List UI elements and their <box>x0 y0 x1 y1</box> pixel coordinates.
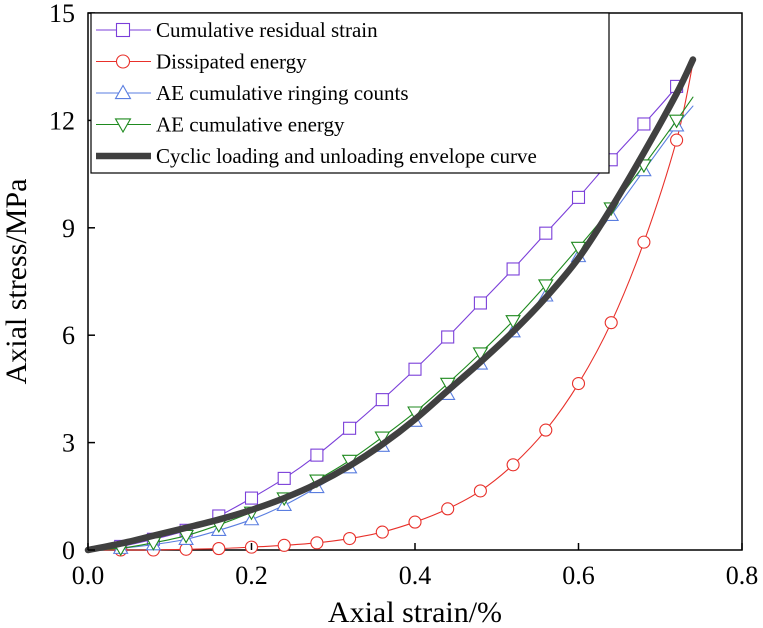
square-marker <box>277 471 291 485</box>
square-marker <box>310 448 324 462</box>
circle-marker <box>212 542 226 556</box>
square-marker <box>473 296 487 310</box>
y-tick-label: 9 <box>62 214 75 243</box>
circle-marker <box>441 502 455 516</box>
legend-label: AE cumulative energy <box>156 113 345 137</box>
triangle-down-marker <box>668 114 685 129</box>
legend-item: AE cumulative energy <box>96 113 345 137</box>
square-marker <box>375 393 389 407</box>
circle-marker <box>506 458 520 472</box>
x-tick-label: 0.4 <box>399 561 432 590</box>
circle-marker <box>670 133 684 147</box>
y-axis-title: Axial stress/MPa <box>0 179 33 385</box>
x-tick-label: 0.8 <box>726 561 759 590</box>
series-layer <box>84 56 697 557</box>
circle-marker <box>539 423 553 437</box>
square-marker <box>571 190 586 204</box>
circle-marker <box>604 316 618 330</box>
circle-marker <box>408 515 422 529</box>
square-marker <box>343 421 357 435</box>
triangle-down-marker <box>505 315 521 329</box>
legend-label: Cumulative residual strain <box>156 18 378 42</box>
circle-marker <box>115 54 131 69</box>
axis-ticks: 0.0 0.2 0.4 0.6 0.8 0 3 6 9 12 15 <box>49 0 758 590</box>
legend-item: AE cumulative ringing counts <box>96 81 409 105</box>
y-tick-label: 0 <box>62 536 75 565</box>
circle-marker <box>571 376 586 391</box>
x-axis-title: Axial strain/% <box>328 596 502 628</box>
square-marker <box>506 262 520 276</box>
legend-label: AE cumulative ringing counts <box>156 81 409 105</box>
series-line <box>84 56 697 554</box>
square-marker <box>115 22 131 38</box>
legend-box <box>90 12 610 174</box>
triangle-down-marker <box>114 118 132 134</box>
series-cyclic-loading-and-unloading-envelope-curve <box>84 56 697 554</box>
circle-marker <box>277 538 291 552</box>
square-marker <box>441 330 455 344</box>
triangle-down-marker <box>537 279 554 294</box>
y-tick-label: 6 <box>62 321 75 350</box>
y-tick-label: 12 <box>49 106 75 135</box>
legend: Cumulative residual strain Dissipated ene… <box>90 12 610 174</box>
y-tick-label: 15 <box>49 0 75 28</box>
square-marker <box>408 362 422 376</box>
triangle-down-marker <box>472 347 489 362</box>
circle-marker <box>343 531 357 546</box>
circle-marker <box>637 235 651 249</box>
circle-marker <box>375 525 389 539</box>
x-tick-label: 0.6 <box>562 561 595 590</box>
circle-marker <box>179 542 193 556</box>
legend-item: Dissipated energy <box>96 50 307 74</box>
square-marker <box>244 491 259 505</box>
triangle-up-marker <box>114 84 132 100</box>
circle-marker <box>473 484 487 498</box>
square-marker <box>637 117 651 131</box>
legend-label: Cyclic loading and unloading envelope cu… <box>156 144 537 168</box>
legend-item: Cumulative residual strain <box>96 18 378 42</box>
x-tick-label: 0.0 <box>72 561 105 590</box>
legend-item: Cyclic loading and unloading envelope cu… <box>96 144 537 168</box>
circle-marker <box>310 536 324 550</box>
y-tick-label: 3 <box>62 429 75 458</box>
x-tick-label: 0.2 <box>235 561 268 590</box>
legend-label: Dissipated energy <box>156 50 307 74</box>
square-marker <box>539 226 553 240</box>
